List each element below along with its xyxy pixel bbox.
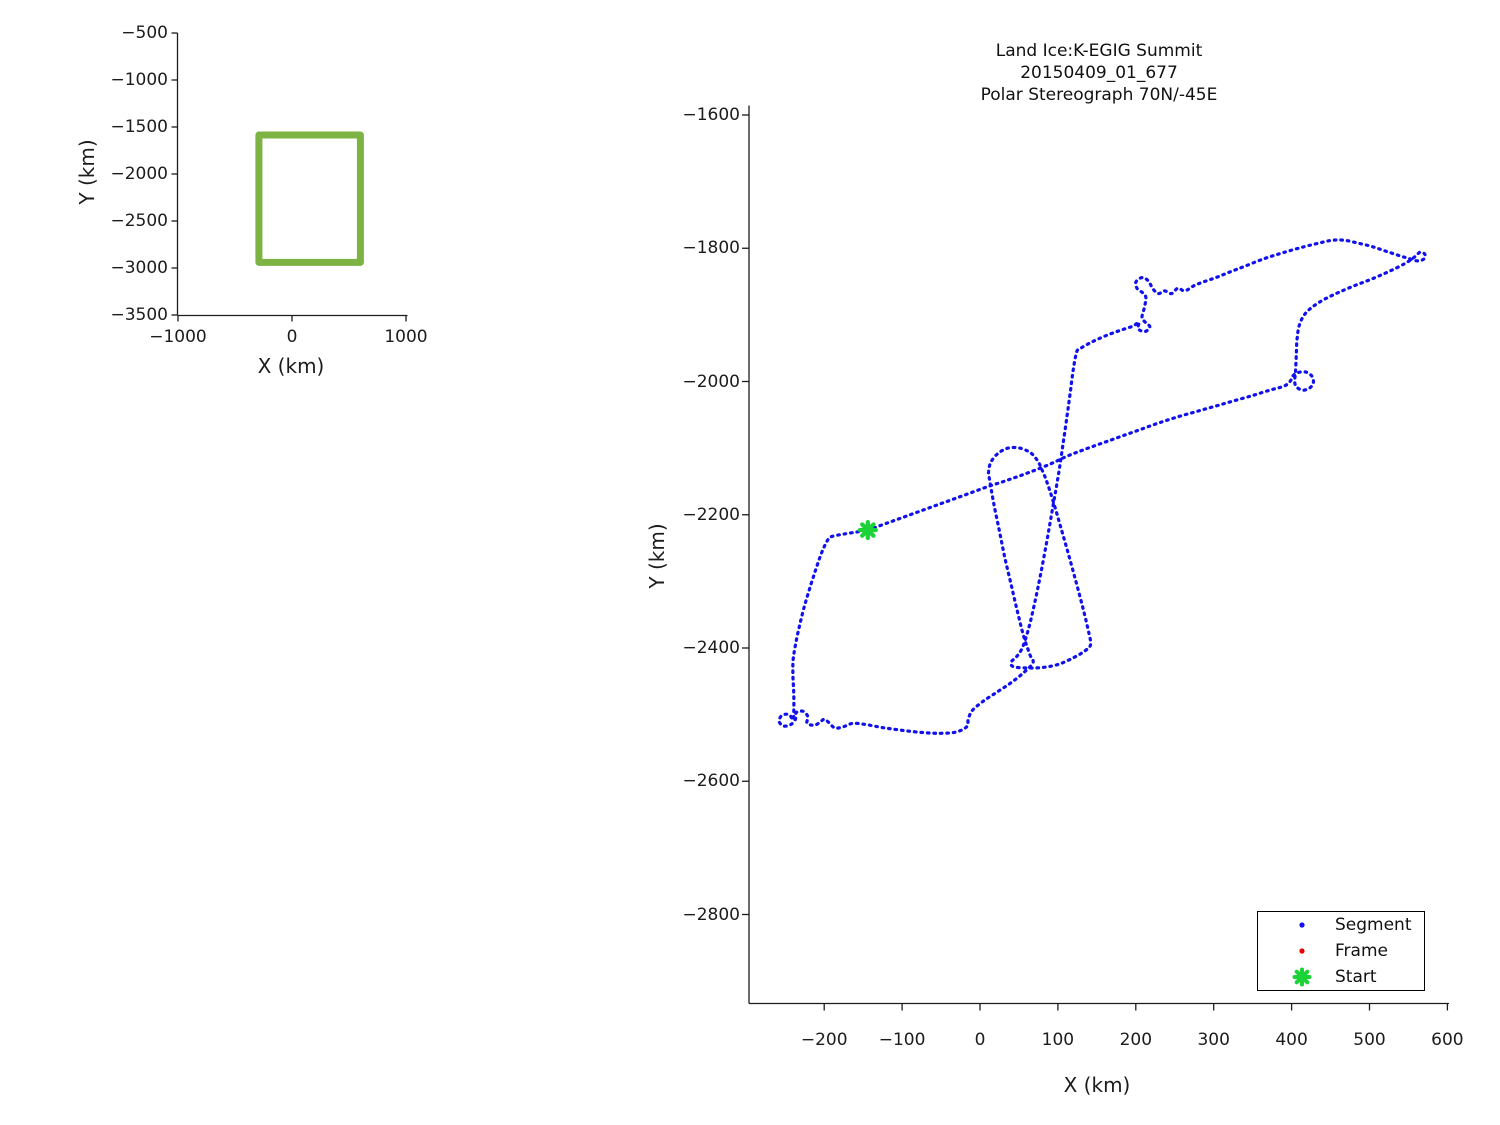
title-line-2: 20150409_01_677 <box>1020 63 1178 83</box>
main-plot-x-tick-label: 100 <box>1041 1030 1075 1050</box>
start-asterisk-icon <box>1292 967 1312 987</box>
overview-plot <box>171 32 408 322</box>
overview-plot-y-tick-label: −3500 <box>110 305 168 325</box>
overview-plot-x-tick-label: −1000 <box>149 327 207 347</box>
flight-track-path <box>777 238 1427 735</box>
legend-item-segment: Segment <box>1258 912 1424 938</box>
legend-label-frame: Frame <box>1335 941 1388 961</box>
overview-plot-y-tick-label: −2000 <box>110 164 168 184</box>
overview-plot-y-tick-label: −1500 <box>110 117 168 137</box>
main-plot-y-tick-label: −2000 <box>682 371 740 392</box>
overview-plot-y-tick-label: −500 <box>121 23 168 43</box>
frame-dot-icon <box>1292 941 1312 961</box>
main-plot <box>742 105 1449 1011</box>
overview-plot-y-tick-label: −1000 <box>110 70 168 90</box>
overview-plot-x-tick-label: 0 <box>286 327 298 347</box>
main-plot-y-tick-label: −2200 <box>682 504 740 525</box>
legend-item-start: Start <box>1258 964 1424 990</box>
main-plot-y-tick-label: −1600 <box>682 105 740 125</box>
legend: Segment Frame Start <box>1257 911 1425 991</box>
main-plot-x-tick-label: 0 <box>974 1030 986 1050</box>
segment-dot-icon <box>1292 915 1312 935</box>
main-plot-y-tick-label: −2400 <box>682 638 740 658</box>
title-line-3: Polar Stereograph 70N/-45E <box>980 85 1218 105</box>
main-plot-x-tick-label: 600 <box>1431 1030 1464 1050</box>
main-plot-x-tick-label: −100 <box>878 1030 926 1050</box>
main-plot-y-tick-label: −2600 <box>682 771 740 792</box>
title-line-1: Land Ice:K-EGIG Summit <box>995 41 1203 61</box>
start-marker <box>857 519 878 541</box>
main-plot-x-tick-label: 400 <box>1275 1030 1308 1050</box>
overview-plot-y-tick-label: −3000 <box>110 258 168 278</box>
overview-plot-x-tick-label: 1000 <box>384 327 428 347</box>
main-plot-y-tick-label: −2800 <box>682 904 740 925</box>
legend-label-segment: Segment <box>1335 915 1412 935</box>
main-plot-y-tick-label: −1800 <box>682 238 740 259</box>
legend-item-frame: Frame <box>1258 938 1424 964</box>
overview-x-axis-label: X (km) <box>257 354 325 378</box>
main-plot-x-tick-label: −200 <box>800 1030 848 1050</box>
main-x-axis-label: X (km) <box>1063 1073 1131 1097</box>
main-plot-title: Land Ice:K-EGIG Summit 20150409_01_677 P… <box>749 40 1449 106</box>
main-plot-x-tick-label: 500 <box>1353 1030 1386 1050</box>
overview-plot-y-tick-label: −2500 <box>110 211 168 231</box>
legend-label-start: Start <box>1335 967 1377 987</box>
coverage-rectangle <box>255 131 364 266</box>
main-plot-x-tick-label: 300 <box>1197 1030 1230 1050</box>
main-plot-x-tick-label: 200 <box>1119 1030 1153 1050</box>
